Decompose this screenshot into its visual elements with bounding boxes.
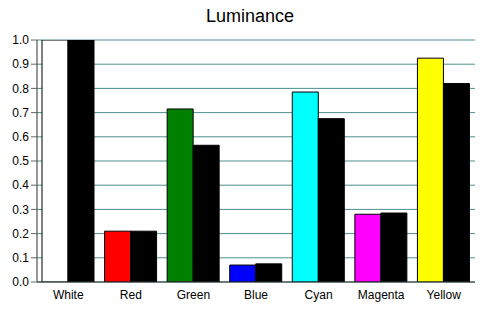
svg-text:0.8: 0.8 xyxy=(12,82,29,96)
svg-text:0.0: 0.0 xyxy=(12,275,29,289)
svg-text:Red: Red xyxy=(120,288,142,302)
svg-text:0.5: 0.5 xyxy=(12,154,29,168)
svg-text:Yellow: Yellow xyxy=(427,288,462,302)
svg-text:White: White xyxy=(53,288,84,302)
svg-text:Blue: Blue xyxy=(244,288,268,302)
html-text:Luminance: Luminance xyxy=(206,6,294,26)
svg-text:Cyan: Cyan xyxy=(305,288,333,302)
svg-text:0.6: 0.6 xyxy=(12,130,29,144)
svg-text:0.2: 0.2 xyxy=(12,227,29,241)
svg-text:Magenta: Magenta xyxy=(358,288,405,302)
svg-text:0.7: 0.7 xyxy=(12,106,29,120)
svg-text:0.4: 0.4 xyxy=(12,178,29,192)
svg-text:0.3: 0.3 xyxy=(12,203,29,217)
svg-text:1.0: 1.0 xyxy=(12,33,29,47)
svg-text:Green: Green xyxy=(177,288,210,302)
svg-text:0.9: 0.9 xyxy=(12,57,29,71)
svg-text:0.1: 0.1 xyxy=(12,251,29,265)
